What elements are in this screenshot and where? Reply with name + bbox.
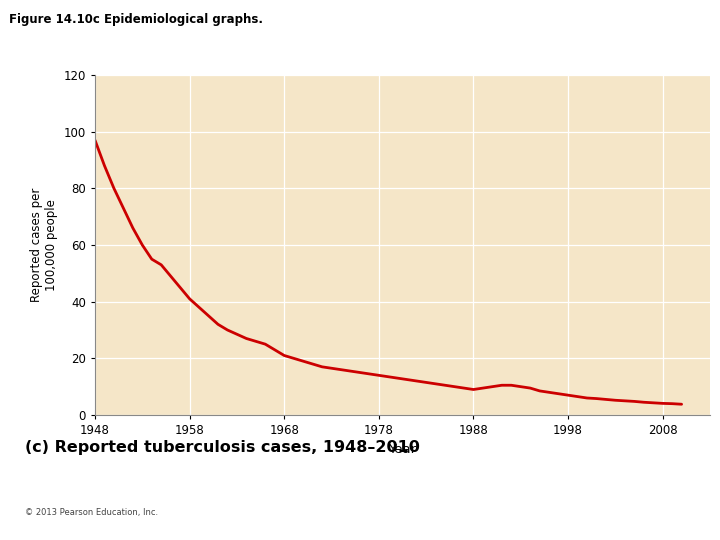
Text: © 2013 Pearson Education, Inc.: © 2013 Pearson Education, Inc. <box>25 508 158 517</box>
X-axis label: Year: Year <box>388 443 417 456</box>
Text: Figure 14.10c Epidemiological graphs.: Figure 14.10c Epidemiological graphs. <box>9 12 263 25</box>
Text: (c) Reported tuberculosis cases, 1948–2010: (c) Reported tuberculosis cases, 1948–20… <box>25 440 420 455</box>
Y-axis label: Reported cases per
100,000 people: Reported cases per 100,000 people <box>30 188 58 302</box>
